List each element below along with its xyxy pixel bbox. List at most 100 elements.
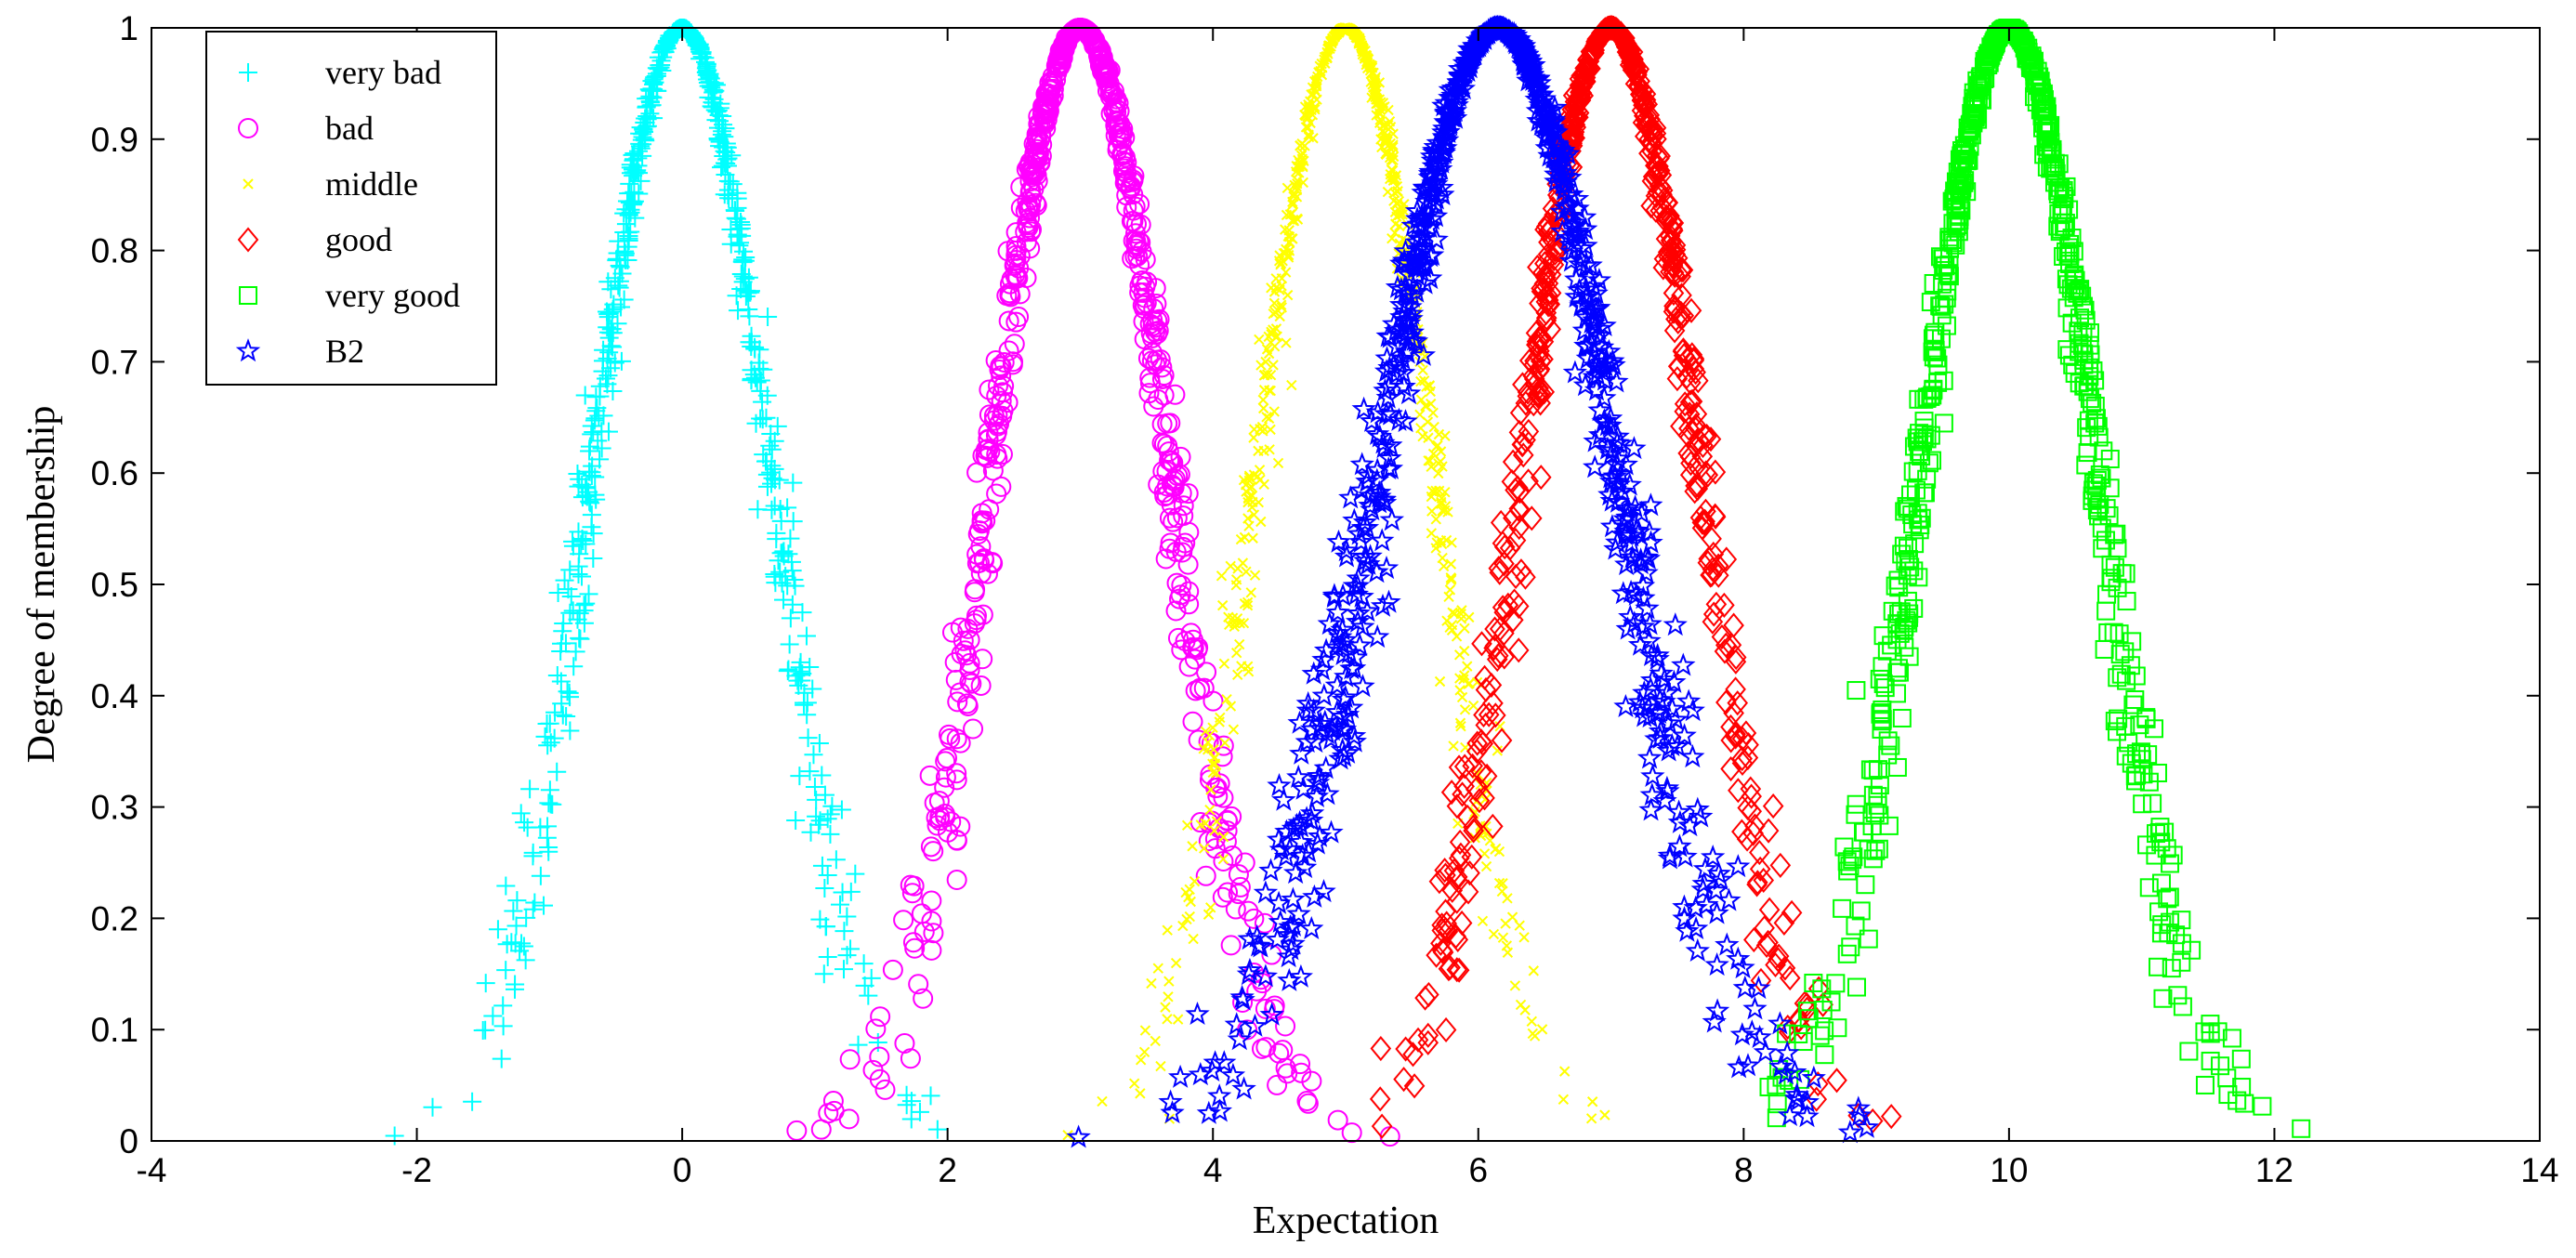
data-point [1251, 1038, 1272, 1059]
data-point [1229, 984, 1255, 1009]
data-point [1720, 714, 1741, 740]
data-point [1260, 356, 1271, 368]
data-point [1288, 963, 1313, 988]
data-point [992, 382, 1014, 403]
data-point [2126, 744, 2146, 764]
data-point [1183, 637, 1204, 659]
data-point [826, 850, 846, 870]
data-point [1684, 414, 1706, 441]
data-point [1649, 145, 1670, 172]
data-point [1254, 465, 1266, 476]
data-point [1028, 143, 1049, 164]
data-point [493, 1016, 513, 1036]
data-point [1299, 800, 1325, 824]
data-point [1794, 1089, 1820, 1113]
data-point [1557, 1094, 1570, 1105]
data-point [2060, 246, 2080, 266]
data-point [1600, 438, 1625, 462]
data-point [1349, 452, 1374, 476]
data-point [1328, 624, 1353, 649]
data-point [1441, 615, 1452, 626]
data-point [718, 186, 738, 205]
data-point [928, 791, 950, 812]
data-point [1881, 736, 1900, 755]
data-point [1299, 109, 1310, 121]
data-point [1489, 559, 1511, 585]
data-point [556, 634, 575, 653]
data-point [1704, 459, 1727, 485]
data-point [1415, 423, 1426, 434]
data-point [1178, 656, 1200, 677]
data-point [1195, 819, 1206, 831]
data-point [869, 1046, 890, 1068]
data-point [900, 874, 921, 896]
data-point [1960, 137, 1979, 156]
series-very-bad [385, 19, 947, 1146]
y-tick-label: 0.5 [91, 566, 138, 604]
data-point [1352, 509, 1378, 533]
data-point [1297, 1093, 1319, 1114]
data-point [1304, 783, 1330, 807]
data-point [1212, 886, 1233, 908]
data-point [1473, 701, 1494, 728]
data-point [1535, 308, 1557, 334]
data-point [1636, 745, 1663, 769]
data-point [2057, 242, 2076, 261]
series-good [1369, 15, 1902, 1139]
data-point [1430, 135, 1456, 159]
data-point [1205, 902, 1216, 913]
data-point [569, 477, 588, 496]
data-point [1160, 1002, 1171, 1013]
data-point [1217, 882, 1239, 903]
data-point [1446, 957, 1468, 983]
data-point [970, 563, 992, 584]
data-point [582, 425, 601, 444]
data-point [1576, 54, 1597, 80]
data-point [1639, 782, 1665, 806]
data-point [557, 707, 576, 727]
data-point [1706, 860, 1731, 885]
data-point [846, 864, 865, 884]
data-point [2110, 645, 2130, 664]
data-point [1880, 1104, 1902, 1130]
data-point [809, 734, 829, 753]
data-point [1403, 1073, 1426, 1099]
data-point [1255, 998, 1276, 1019]
data-point [1281, 816, 1307, 840]
data-point [577, 487, 597, 506]
data-point [2104, 622, 2123, 642]
data-point [1562, 360, 1588, 384]
data-point [2195, 1075, 2215, 1094]
data-point [1171, 575, 1192, 596]
data-point [727, 286, 746, 306]
data-point [1017, 191, 1038, 213]
data-point [2043, 143, 2062, 163]
data-point [1725, 721, 1746, 747]
data-point [968, 520, 990, 542]
data-point [804, 745, 823, 765]
data-point [502, 933, 521, 952]
data-point [861, 968, 881, 988]
data-point [808, 815, 828, 834]
data-point [935, 751, 956, 772]
data-point [1238, 474, 1250, 486]
data-point [1622, 436, 1647, 460]
data-point [1424, 380, 1436, 391]
legend-marker [238, 118, 258, 138]
data-point [1579, 309, 1604, 334]
data-point [756, 408, 776, 427]
data-point [1463, 818, 1484, 844]
data-point [1303, 729, 1328, 753]
data-point [612, 264, 632, 283]
data-point [1910, 442, 1929, 462]
data-point [559, 580, 578, 599]
data-point [1437, 919, 1459, 945]
data-point [1530, 465, 1552, 491]
data-points [385, 15, 2311, 1148]
data-point [1532, 347, 1554, 373]
data-point [609, 276, 628, 295]
data-point [790, 662, 809, 681]
data-point [1371, 1113, 1393, 1139]
data-point [1470, 759, 1492, 785]
data-point [1224, 1012, 1249, 1036]
